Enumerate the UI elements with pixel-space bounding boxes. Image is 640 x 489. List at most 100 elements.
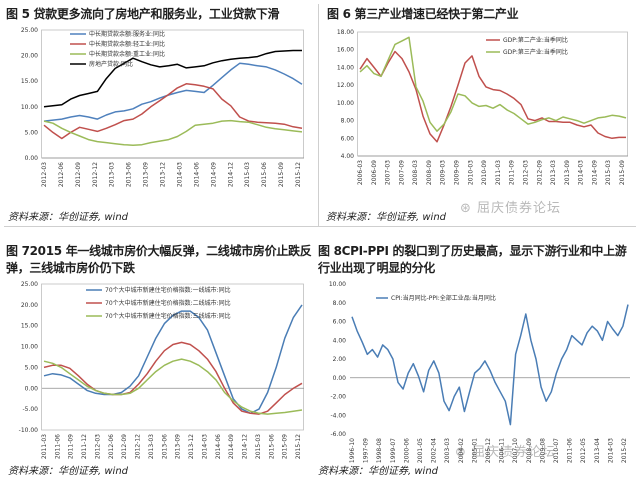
x-tick-label: 2006-11 — [499, 438, 506, 463]
x-tick-label: 2015-09 — [619, 160, 626, 185]
legend-label: 中长期贷款余额:服务业:同比 — [89, 30, 165, 38]
y-tick-label: 0.00 — [25, 385, 39, 392]
legend-label: 70个大中城市新建住宅价格指数:三线城市:同比 — [105, 312, 231, 320]
x-tick-label: 2014-03 — [607, 438, 614, 463]
y-tick-label: 10.00 — [21, 344, 38, 351]
x-tick-label: 2011-03 — [41, 434, 48, 459]
y-tick-label: 10.00 — [329, 281, 346, 288]
x-tick-label: 2013-03 — [109, 162, 116, 187]
x-tick-label: 2014-09 — [591, 160, 598, 185]
legend-label: GDP:第三产业:当季同比 — [503, 48, 568, 56]
x-tick-label: 2014-06 — [215, 434, 222, 459]
x-tick-label: 2011-09 — [68, 434, 75, 459]
legend-label: CPI:当月同比-PPI:全部工业品:当月同比 — [391, 294, 496, 302]
panel1-source: 资料来源：华创证券, wind — [8, 212, 128, 223]
chart-housing: 25.0020.0015.0010.005.000.00-5.00-10.002… — [19, 281, 304, 459]
x-tick-label: 2008-03 — [412, 160, 419, 185]
x-tick-label: 2013-12 — [188, 434, 195, 459]
panel2-title: 图 6 第三产业增速已经快于第二产业 — [327, 7, 519, 21]
y-tick-label: 25.00 — [21, 27, 38, 34]
x-tick-label: 2014-12 — [242, 434, 249, 459]
y-tick-label: 4.00 — [333, 337, 347, 344]
wechat-icon: ⊛ — [455, 445, 473, 460]
y-tick-label: 15.00 — [21, 323, 38, 330]
x-tick-label: 2015-09 — [282, 434, 289, 459]
panel1-title: 图 5 贷款更多流向了房地产和服务业，工业贷款下滑 — [6, 7, 280, 21]
x-tick-label: 2007-09 — [398, 160, 405, 185]
legend-label: 70个大中城市新建住宅价格指数:二线城市:同比 — [105, 299, 231, 307]
x-tick-label: 2012-03 — [522, 160, 529, 185]
x-tick-label: 2013-06 — [126, 162, 133, 187]
y-tick-label: 2.00 — [333, 356, 347, 363]
legend-label: 房地产贷款:同比 — [89, 60, 133, 68]
x-tick-label: 2010-03 — [467, 160, 474, 185]
x-tick-label: 2014-09 — [210, 162, 217, 187]
x-tick-label: 2007-10 — [512, 438, 519, 463]
x-tick-label: 2008-09 — [426, 160, 433, 185]
x-tick-label: 2015-03 — [255, 434, 262, 459]
x-tick-label: 2015-06 — [261, 162, 268, 187]
x-tick-label: 2011-09 — [509, 160, 516, 185]
y-tick-label: 0.00 — [25, 155, 39, 162]
x-tick-label: 2013-09 — [175, 434, 182, 459]
y-tick-label: 5.00 — [25, 364, 39, 371]
x-tick-label: 2015-09 — [278, 162, 285, 187]
x-tick-label: 2015-06 — [268, 434, 275, 459]
y-tick-label: 12.00 — [337, 82, 354, 89]
divider-h — [4, 226, 636, 227]
watermark-bottom: ⊛ 屈庆债券论坛 — [455, 441, 556, 460]
x-tick-label: 1998-08 — [376, 438, 383, 463]
x-tick-label: 2015-02 — [621, 438, 628, 463]
series-line-3 — [43, 119, 303, 146]
x-tick-label: 2007-03 — [385, 160, 392, 185]
x-tick-label: 2010-09 — [481, 160, 488, 185]
panel3-source: 资料来源：华创证券, wind — [8, 466, 128, 477]
x-tick-label: 1996-10 — [349, 438, 356, 463]
panel2-source: 资料来源：华创证券, wind — [326, 212, 446, 223]
x-tick-label: 2013-09 — [143, 162, 150, 187]
x-tick-label: 2009-09 — [454, 160, 461, 185]
chart-cpi-ppi: 10.00 8.00 6.00 4.00 2.00 0.00 -2.00 -4.00 -6.00… — [329, 281, 630, 463]
y-tick-label: 25.00 — [21, 281, 38, 288]
x-tick-label: 2004-02 — [458, 438, 465, 463]
x-tick-label: 2008-09 — [526, 438, 533, 463]
x-tick-label: 2012-09 — [536, 160, 543, 185]
watermark-top: ⊛ 屈庆债券论坛 — [460, 197, 561, 216]
plot-frame — [357, 31, 628, 157]
y-tick-label: 10.00 — [337, 100, 354, 107]
x-tick-label: 2015-03 — [244, 162, 251, 187]
plot-frame — [41, 283, 304, 431]
legend-label: GDP:第二产业:当季同比 — [503, 36, 568, 44]
x-tick-label: 2009-08 — [539, 438, 546, 463]
wechat-icon: ⊛ — [460, 201, 478, 216]
y-tick-label: -5.00 — [22, 406, 38, 413]
x-tick-label: 2000-06 — [403, 438, 410, 463]
x-tick-label: 2010-07 — [553, 438, 560, 463]
series-line-1 — [43, 62, 303, 122]
x-tick-label: 2012-03 — [41, 162, 48, 187]
watermark-text: 屈庆债券论坛 — [472, 445, 557, 460]
x-tick-label: 2012-06 — [58, 162, 65, 187]
x-tick-label: 2013-09 — [564, 160, 571, 185]
y-tick-label: 15.00 — [21, 78, 38, 85]
panel4-source: 资料来源：华创证券, wind — [318, 466, 438, 477]
x-tick-label: 1999-07 — [390, 438, 397, 463]
x-tick-label: 2013-04 — [594, 438, 601, 463]
watermark-text: 屈庆债券论坛 — [477, 201, 562, 216]
x-tick-label: 2005-01 — [471, 438, 478, 463]
x-tick-label: 2013-03 — [550, 160, 557, 185]
y-tick-label: 6.00 — [341, 135, 355, 142]
y-tick-label: -2.00 — [330, 394, 346, 401]
legend-label: 70个大中城市新建住宅价格指数:一线城市:同比 — [105, 286, 231, 294]
x-tick-label: 2011-12 — [81, 434, 88, 459]
panel3-title: 图 72015 年一线城市房价大幅反弹，二线城市房价止跌反弹，三线城市房价仍下跌 — [6, 244, 312, 275]
y-tick-label: 10.00 — [21, 104, 38, 111]
y-tick-label: 8.00 — [333, 300, 347, 307]
x-tick-label: 2003-03 — [444, 438, 451, 463]
y-tick-label: 5.00 — [25, 129, 39, 136]
x-tick-label: 2014-03 — [176, 162, 183, 187]
x-tick-label: 2015-12 — [295, 434, 302, 459]
x-tick-label: 2014-09 — [228, 434, 235, 459]
chart-gdp: 18.0016.0014.0012.0010.008.006.004.00200… — [337, 29, 628, 185]
x-tick-label: 2015-03 — [605, 160, 612, 185]
